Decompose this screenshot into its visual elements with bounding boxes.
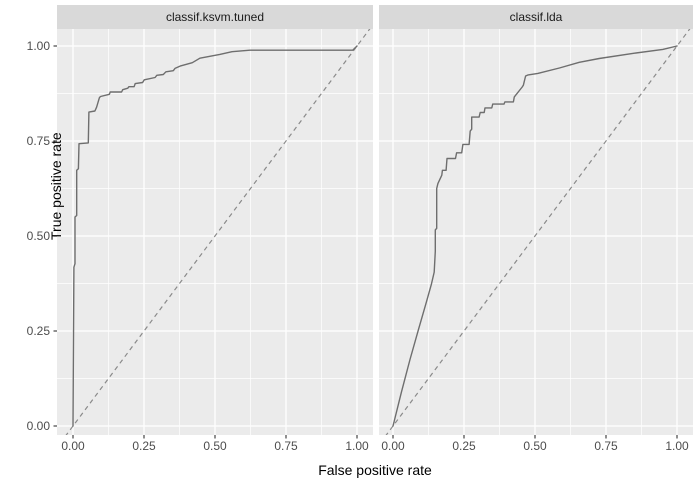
x-axis-title: False positive rate bbox=[318, 462, 432, 478]
y-tick-label: 0.75 bbox=[27, 134, 51, 148]
x-tick-label: 0.75 bbox=[274, 439, 298, 453]
y-axis-title: True positive rate bbox=[47, 132, 64, 240]
facet-strip-label: classif.ksvm.tuned bbox=[165, 10, 265, 24]
x-tick-label: 0.00 bbox=[61, 439, 85, 453]
chance-diagonal-line bbox=[65, 29, 371, 435]
y-tick-label: 0.00 bbox=[27, 419, 51, 433]
y-tick-label: 0.50 bbox=[27, 229, 51, 243]
facet-strip-classif-lda: classif.lda bbox=[379, 5, 693, 29]
roc-curve bbox=[392, 45, 678, 427]
chance-diagonal-line bbox=[385, 29, 691, 435]
panel-background bbox=[379, 29, 693, 435]
y-tick-label: 1.00 bbox=[27, 39, 51, 53]
facet-strip-label: classif.lda bbox=[509, 10, 563, 24]
x-tick-label: 1.00 bbox=[345, 439, 369, 453]
y-tick-label: 0.25 bbox=[27, 324, 51, 338]
x-tick-label: 0.50 bbox=[523, 439, 547, 453]
x-tick-label: 0.75 bbox=[594, 439, 618, 453]
x-tick-label: 0.25 bbox=[452, 439, 476, 453]
x-tick-label: 0.25 bbox=[132, 439, 156, 453]
facet-strip-classif-ksvm-tuned: classif.ksvm.tuned bbox=[57, 5, 373, 29]
roc-curve bbox=[72, 45, 358, 427]
x-tick-label: 1.00 bbox=[665, 439, 689, 453]
x-tick-label: 0.00 bbox=[381, 439, 405, 453]
x-tick-label: 0.50 bbox=[203, 439, 227, 453]
